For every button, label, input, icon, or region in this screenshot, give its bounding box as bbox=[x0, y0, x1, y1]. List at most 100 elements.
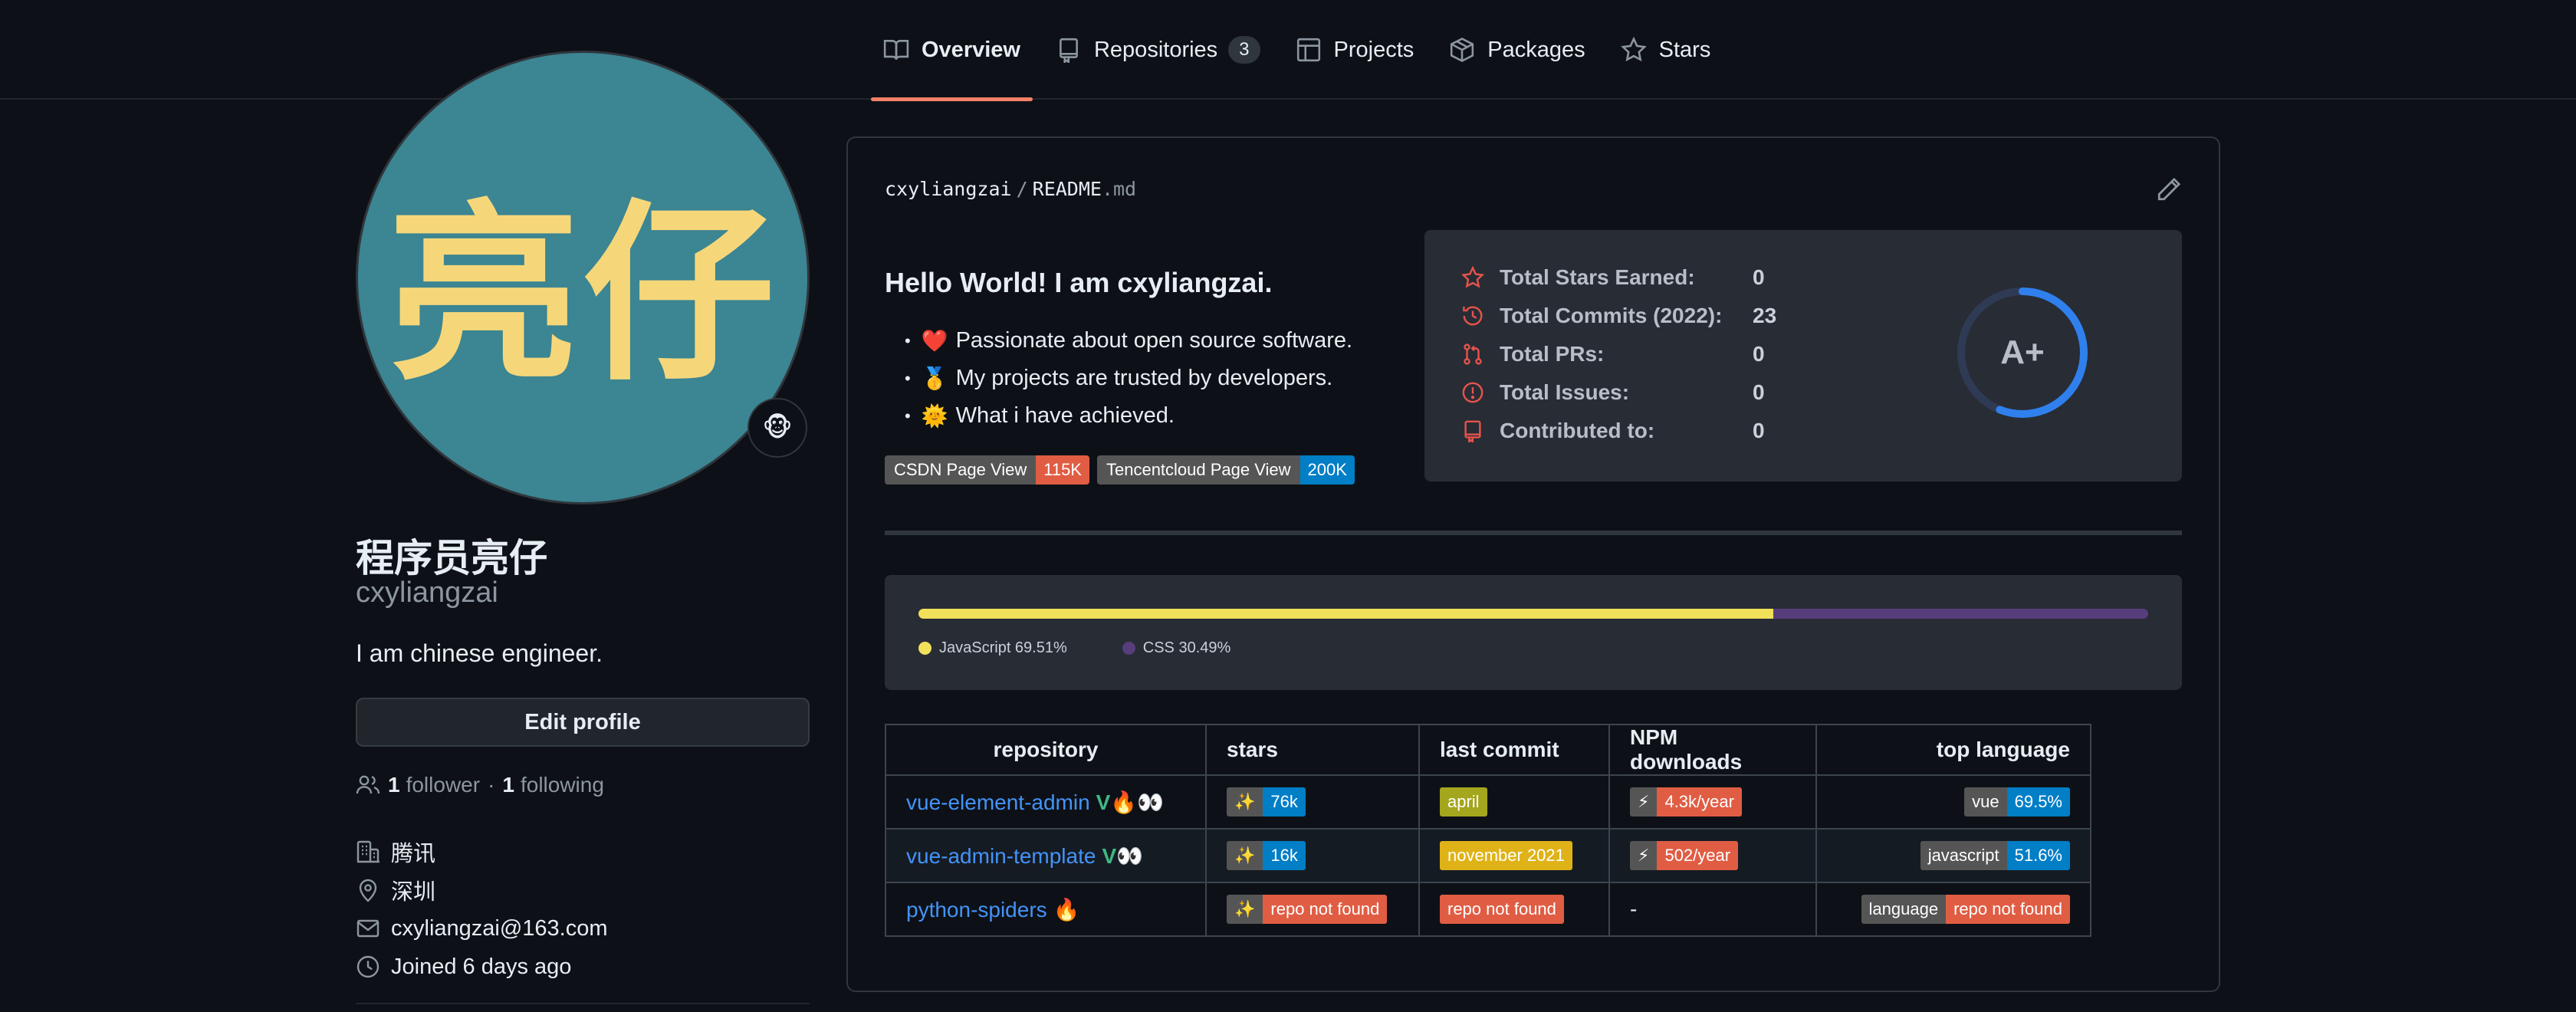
badge-value: 502/year bbox=[1657, 841, 1739, 870]
tab-overview-label: Overview bbox=[922, 37, 1020, 62]
stars-cell: ✨ 16k bbox=[1205, 828, 1420, 883]
followers-link[interactable]: 1 follower bbox=[356, 773, 480, 797]
readme-owner-link[interactable]: cxyliangzai bbox=[885, 178, 1012, 200]
repo-name-cell: python-spiders 🔥 bbox=[885, 882, 1207, 937]
email-link[interactable]: cxyliangzai@163.com bbox=[391, 915, 608, 941]
badge-value: repo not found bbox=[1946, 895, 2070, 924]
pull-request-icon bbox=[1464, 343, 1482, 365]
top-language-cell: vue 69.5% bbox=[1815, 774, 2091, 830]
column-header: repository bbox=[885, 724, 1207, 776]
top-language-badge[interactable]: javascript 51.6% bbox=[1920, 841, 2070, 870]
stat-value: 0 bbox=[1753, 265, 1765, 289]
bullet-dot: • bbox=[905, 406, 911, 426]
tab-stars-label: Stars bbox=[1658, 37, 1711, 62]
top-language-badge[interactable]: vue 69.5% bbox=[1964, 787, 2070, 816]
page-view-badges: CSDN Page View 115K Tencentcloud Page Vi… bbox=[885, 455, 1362, 485]
tab-projects[interactable]: Projects bbox=[1283, 0, 1427, 100]
repo-link[interactable]: vue-element-admin bbox=[906, 790, 1090, 814]
csdn-page-view-badge[interactable]: CSDN Page View 115K bbox=[885, 455, 1089, 485]
repo-link[interactable]: python-spiders bbox=[906, 897, 1047, 922]
readme-file-name: README bbox=[1032, 178, 1102, 200]
sparkles-icon: ✨ bbox=[1227, 841, 1263, 870]
rank-ring-progress bbox=[1957, 288, 2088, 418]
top-language-cell: javascript 51.6% bbox=[1815, 828, 2091, 883]
npm-downloads-empty: - bbox=[1630, 897, 1638, 921]
pencil-icon[interactable] bbox=[2156, 176, 2182, 202]
last-commit-badge[interactable]: april bbox=[1440, 787, 1487, 816]
badge-value: 51.6% bbox=[2006, 841, 2070, 870]
language-bar-segment bbox=[918, 609, 1773, 619]
followers-count: 1 bbox=[388, 773, 400, 797]
bullet-text: Passionate about open source software. bbox=[955, 328, 1353, 353]
section-divider bbox=[885, 531, 2182, 535]
npm-downloads-cell: - bbox=[1608, 882, 1817, 937]
language-legend-label: CSS 30.49% bbox=[1142, 639, 1231, 656]
list-item: • 🌞 What i have achieved. bbox=[885, 397, 1352, 435]
badge-value: repo not found bbox=[1263, 895, 1388, 924]
package-icon bbox=[1451, 38, 1474, 62]
stat-value: 0 bbox=[1753, 380, 1765, 404]
issue-icon bbox=[1462, 382, 1484, 403]
avatar[interactable]: 亮仔 bbox=[356, 51, 810, 504]
top-language-badge[interactable]: language repo not found bbox=[1861, 895, 2070, 924]
tab-packages[interactable]: Packages bbox=[1437, 0, 1597, 100]
status-emoji-button[interactable]: 🐵 bbox=[748, 398, 807, 458]
language-bar-segment bbox=[1773, 609, 2148, 619]
badge-value: 4.3k/year bbox=[1657, 787, 1742, 816]
stars-badge[interactable]: ✨ 76k bbox=[1227, 787, 1306, 816]
organization-icon bbox=[356, 840, 380, 863]
follow-separator: · bbox=[488, 773, 495, 797]
company-row: 腾讯 bbox=[356, 833, 608, 871]
rank-grade: A+ bbox=[2000, 334, 2044, 371]
npm-downloads-badge[interactable]: ⚡ 4.3k/year bbox=[1630, 787, 1742, 816]
readme-path-separator: / bbox=[1016, 178, 1028, 200]
badge-value: 16k bbox=[1263, 841, 1306, 870]
clock-icon bbox=[356, 955, 380, 978]
stars-cell: ✨ 76k bbox=[1205, 774, 1420, 830]
readme-bullet-list: • ❤️ Passionate about open source software… bbox=[885, 322, 1352, 435]
tencentcloud-page-view-badge[interactable]: Tencentcloud Page View 200K bbox=[1096, 455, 1355, 485]
location-text: 深圳 bbox=[391, 880, 436, 905]
last-commit-cell: april bbox=[1418, 774, 1610, 830]
repo-link[interactable]: vue-admin-template bbox=[906, 843, 1096, 868]
stars-badge[interactable]: ✨ repo not found bbox=[1227, 895, 1388, 924]
repo-icon bbox=[1464, 420, 1481, 442]
joined-row: Joined 6 days ago bbox=[356, 948, 608, 986]
bullet-dot: • bbox=[905, 330, 911, 350]
badge-value: 76k bbox=[1263, 787, 1306, 816]
sidebar-divider bbox=[356, 1003, 810, 1004]
lightning-icon: ⚡ bbox=[1630, 787, 1658, 816]
repository-table: repository stars last commit NPM downloa… bbox=[885, 724, 2091, 937]
profile-details: 腾讯 深圳 cxyliangzai@163.com Joined 6 days … bbox=[356, 833, 608, 986]
table-row: vue-admin-template V👀 ✨ 16k november 2021 … bbox=[885, 828, 2091, 883]
column-header: stars bbox=[1205, 724, 1420, 776]
history-icon bbox=[1463, 306, 1483, 326]
profile-fullname: 程序员亮仔 bbox=[356, 537, 547, 580]
profile-tabs: Overview Repositories 3 Projects Package… bbox=[871, 0, 1733, 101]
following-link[interactable]: 1 following bbox=[502, 773, 604, 797]
location-icon bbox=[359, 879, 377, 902]
stat-label: Total PRs: bbox=[1500, 342, 1605, 366]
email-row[interactable]: cxyliangzai@163.com bbox=[356, 909, 608, 948]
github-stats-card[interactable]: Total Stars Earned: 0 Total Commits (202… bbox=[1424, 230, 2182, 481]
tab-overview[interactable]: Overview bbox=[871, 0, 1033, 101]
top-languages-card[interactable]: JavaScript 69.51% CSS 30.49% bbox=[885, 575, 2182, 690]
joined-text: Joined 6 days ago bbox=[391, 954, 572, 979]
npm-downloads-cell: ⚡ 4.3k/year bbox=[1608, 774, 1817, 830]
profile-bio: I am chinese engineer. bbox=[356, 639, 603, 667]
table-icon bbox=[1296, 38, 1320, 62]
language-color-swatch bbox=[918, 642, 932, 655]
tab-stars[interactable]: Stars bbox=[1608, 0, 1723, 100]
following-label: following bbox=[520, 773, 604, 797]
badge-value: repo not found bbox=[1440, 895, 1564, 924]
repo-name-cell: vue-element-admin V🔥👀 bbox=[885, 774, 1207, 830]
tab-repositories[interactable]: Repositories 3 bbox=[1043, 0, 1273, 100]
last-commit-cell: repo not found bbox=[1418, 882, 1610, 937]
fire-eyes-icon: 🔥👀 bbox=[1110, 790, 1165, 814]
stars-badge[interactable]: ✨ 16k bbox=[1227, 841, 1306, 870]
edit-profile-button[interactable]: Edit profile bbox=[356, 698, 810, 747]
stat-label: Contributed to: bbox=[1500, 419, 1655, 442]
last-commit-badge[interactable]: november 2021 bbox=[1440, 841, 1572, 870]
last-commit-badge[interactable]: repo not found bbox=[1440, 895, 1564, 924]
npm-downloads-badge[interactable]: ⚡ 502/year bbox=[1630, 841, 1739, 870]
